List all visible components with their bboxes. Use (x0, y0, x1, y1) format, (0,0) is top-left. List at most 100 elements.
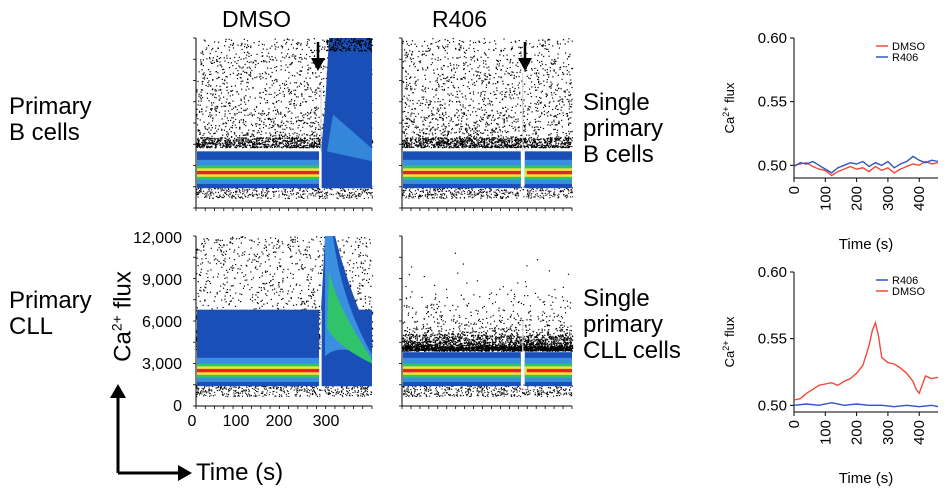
event-dot (531, 61, 533, 63)
event-dot (413, 121, 415, 123)
event-dot (551, 97, 554, 99)
event-dot (285, 145, 287, 147)
event-dot (493, 131, 495, 133)
event-dot (481, 195, 483, 197)
event-dot (352, 40, 355, 42)
event-dot (406, 97, 408, 99)
event-dot (477, 74, 479, 76)
event-dot (553, 121, 555, 123)
event-dot (260, 197, 262, 199)
event-dot (285, 43, 287, 45)
event-dot (232, 144, 234, 146)
event-dot (244, 109, 246, 112)
event-dot (211, 145, 213, 148)
event-dot (526, 52, 528, 54)
event-dot (202, 77, 204, 79)
event-dot (274, 144, 276, 146)
event-dot (215, 114, 217, 116)
event-dot (351, 195, 353, 197)
event-dot (250, 140, 253, 143)
event-dot (558, 136, 560, 138)
event-dot (291, 146, 293, 148)
event-dot (336, 39, 338, 41)
event-dot (270, 144, 272, 146)
event-dot (304, 100, 307, 103)
event-dot (413, 112, 415, 115)
event-dot (289, 82, 291, 84)
event-dot (411, 196, 413, 198)
event-dot (462, 76, 465, 79)
event-dot (326, 49, 328, 52)
event-dot (549, 70, 552, 72)
event-dot (493, 77, 495, 79)
event-dot (558, 187, 560, 189)
event-dot (437, 73, 439, 76)
event-dot (562, 98, 564, 100)
event-dot (458, 100, 460, 102)
event-dot (367, 189, 369, 191)
event-dot (198, 190, 201, 192)
event-dot (274, 131, 277, 134)
event-dot (275, 135, 277, 137)
event-dot (464, 52, 467, 54)
event-dot (259, 137, 261, 139)
event-dot (415, 84, 417, 86)
event-dot (354, 193, 356, 195)
event-dot (298, 144, 300, 146)
event-dot (537, 110, 539, 112)
event-dot (549, 136, 552, 139)
event-dot (319, 134, 321, 137)
event-dot (465, 123, 467, 125)
event-dot (217, 137, 219, 140)
event-dot (533, 141, 535, 144)
event-dot (410, 120, 412, 122)
event-dot (418, 194, 421, 196)
event-dot (242, 188, 244, 190)
event-dot (231, 108, 233, 111)
event-dot (431, 114, 433, 117)
event-dot (201, 145, 203, 147)
event-dot (224, 188, 226, 190)
event-dot (210, 138, 212, 140)
event-dot (227, 134, 229, 136)
event-dot (282, 145, 285, 148)
event-dot (502, 49, 505, 52)
event-dot (502, 107, 504, 109)
event-dot (403, 49, 406, 51)
event-dot (269, 118, 271, 121)
event-dot (405, 78, 408, 80)
event-dot (326, 40, 328, 43)
event-dot (274, 48, 277, 50)
event-dot (198, 93, 200, 95)
event-dot (451, 127, 454, 130)
event-dot (403, 191, 405, 193)
event-dot (344, 47, 347, 49)
event-dot (198, 100, 200, 102)
event-dot (217, 77, 220, 79)
event-dot (481, 109, 483, 111)
event-dot (262, 77, 264, 79)
event-dot (319, 140, 321, 142)
event-dot (311, 187, 313, 189)
event-dot (480, 132, 482, 134)
event-dot (428, 104, 430, 106)
event-dot (348, 189, 350, 191)
event-dot (255, 193, 258, 195)
event-dot (271, 55, 273, 58)
event-dot (209, 58, 211, 60)
event-dot (228, 143, 230, 145)
event-dot (504, 189, 506, 191)
event-dot (315, 189, 317, 192)
event-dot (556, 124, 558, 126)
event-dot (515, 64, 517, 66)
event-dot (479, 95, 482, 97)
event-dot (519, 190, 521, 192)
event-dot (534, 103, 536, 105)
event-dot (461, 117, 463, 119)
event-dot (439, 104, 441, 106)
event-dot (288, 144, 290, 146)
event-dot (289, 187, 291, 189)
event-dot (430, 128, 432, 131)
event-dot (513, 77, 515, 79)
event-dot (273, 96, 276, 98)
